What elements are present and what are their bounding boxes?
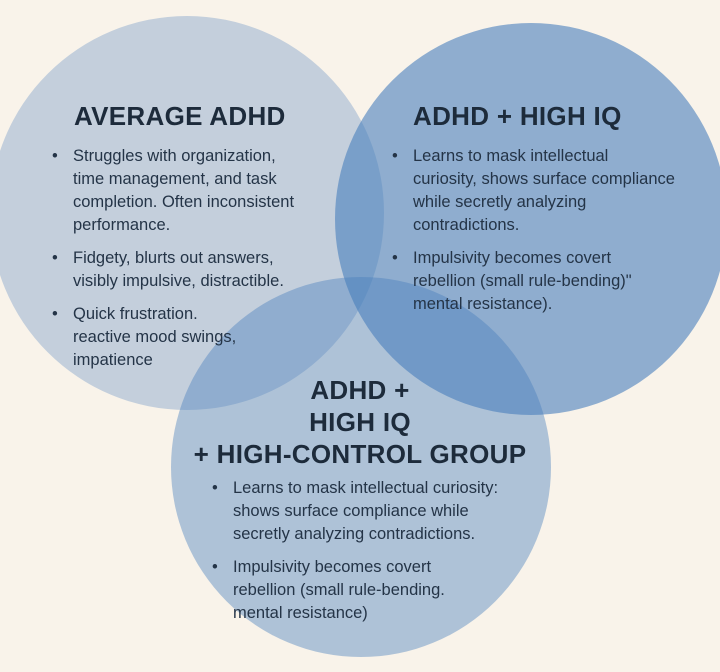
section-title-adhd-high-iq: ADHD + HIGH IQ	[413, 101, 622, 131]
list-item: Struggles with organization, time manage…	[52, 145, 354, 237]
bullet-list-high-control-group: Learns to mask intellectual curiosity: s…	[212, 477, 542, 625]
bullet-list-average-adhd: Struggles with organization, time manage…	[52, 145, 354, 372]
bullet-icon	[52, 247, 73, 270]
list-item: Fidgety, blurts out answers, visibly imp…	[52, 247, 354, 293]
list-item: Impulsivity becomes covert rebellion (sm…	[392, 247, 704, 316]
circle-adhd-high-iq	[335, 23, 720, 415]
list-item: Impulsivity becomes covert rebellion (sm…	[212, 556, 542, 625]
bullet-icon	[212, 477, 233, 500]
bullet-icon	[392, 145, 413, 168]
list-item: Quick frustration. reactive mood swings,…	[52, 303, 354, 372]
section-title-average-adhd: AVERAGE ADHD	[74, 101, 286, 131]
bullet-text: Fidgety, blurts out answers, visibly imp…	[73, 249, 284, 290]
circle-adhd-high-iq-high-control-group	[171, 277, 551, 657]
bullet-icon	[212, 556, 233, 579]
bullet-text: Learns to mask intellectual curiosity: s…	[233, 479, 499, 543]
section-average-adhd: AVERAGE ADHD Struggles with organization…	[52, 100, 354, 382]
bullet-text: Struggles with organization, time manage…	[73, 147, 295, 234]
bullet-icon	[392, 247, 413, 270]
section-adhd-high-iq: ADHD + HIGH IQ Learns to mask intellectu…	[392, 100, 704, 326]
list-item: Learns to mask intellectual curiosity: s…	[212, 477, 542, 546]
section-title-high-control-group: ADHD + HIGH IQ + HIGH-CONTROL GROUP	[193, 375, 527, 469]
bullet-icon	[52, 303, 73, 326]
bullet-text: Impulsivity becomes covert rebellion (sm…	[233, 558, 445, 622]
bullet-icon	[52, 145, 73, 168]
list-item: Learns to mask intellectual curiosity, s…	[392, 145, 704, 237]
bullet-text: Impulsivity becomes covert rebellion (sm…	[413, 249, 632, 313]
section-title-block-high-control-group: ADHD + HIGH IQ + HIGH-CONTROL GROUP	[160, 374, 560, 470]
bullet-text: Learns to mask intellectual curiosity, s…	[413, 147, 675, 234]
bullet-text: Quick frustration. reactive mood swings,…	[73, 305, 237, 369]
section-high-control-group: Learns to mask intellectual curiosity: s…	[212, 477, 542, 635]
circle-average-adhd	[0, 16, 384, 410]
bullet-list-adhd-high-iq: Learns to mask intellectual curiosity, s…	[392, 145, 704, 316]
